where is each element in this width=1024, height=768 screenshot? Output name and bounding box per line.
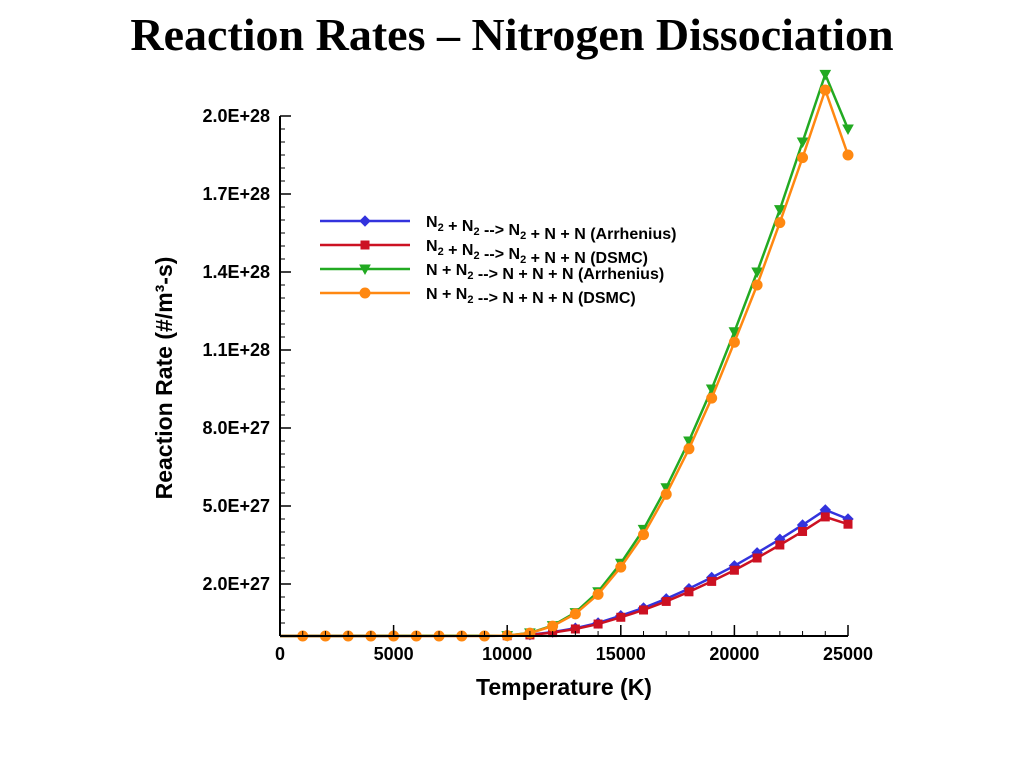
data-point [684, 587, 694, 597]
legend-label: N2 + N2 --> N2 + N + N (Arrhenius) [426, 214, 676, 243]
x-tick-label: 10000 [482, 644, 532, 664]
data-point [639, 605, 649, 615]
x-tick-label: 20000 [709, 644, 759, 664]
data-point [796, 137, 809, 149]
data-point [661, 596, 671, 606]
x-tick-label: 15000 [596, 644, 646, 664]
y-tick-label: 2.0E+28 [202, 106, 270, 126]
data-point [707, 576, 717, 586]
data-point [706, 392, 718, 404]
slide-title: Reaction Rates – Nitrogen Dissociation [130, 9, 894, 60]
data-point [547, 620, 559, 632]
legend-label: N + N2 --> N + N + N (DSMC) [426, 286, 636, 307]
y-tick-label: 5.0E+27 [202, 496, 270, 516]
series-3 [280, 84, 854, 642]
y-tick-label: 1.4E+28 [202, 262, 270, 282]
data-point [751, 267, 763, 279]
data-point [728, 336, 740, 348]
data-point [797, 152, 809, 164]
data-point [593, 619, 603, 629]
legend-marker [360, 240, 370, 250]
x-tick-label: 25000 [823, 644, 873, 664]
data-point [773, 205, 786, 216]
series-2 [279, 69, 854, 642]
legend-marker [359, 264, 371, 276]
x-axis-title: Temperature (K) [476, 674, 652, 700]
legend-label: N2 + N2 --> N2 + N + N (DSMC) [426, 238, 648, 267]
data-point [820, 512, 830, 522]
legend-item: N2 + N2 --> N2 + N + N (Arrhenius) [320, 214, 676, 243]
legend-item: N + N2 --> N + N + N (DSMC) [320, 286, 636, 307]
series-0 [279, 504, 854, 642]
y-tick-label: 8.0E+27 [202, 418, 270, 438]
x-tick-label: 5000 [374, 644, 414, 664]
data-point [819, 69, 832, 81]
series-1 [279, 512, 853, 641]
data-point [819, 84, 831, 96]
legend-label: N + N2 --> N + N + N (Arrhenius) [426, 262, 664, 283]
data-point [798, 526, 808, 536]
x-tick-label: 0 [275, 644, 285, 664]
legend-item: N + N2 --> N + N + N (Arrhenius) [320, 262, 664, 283]
data-point [843, 519, 853, 529]
data-point [842, 149, 854, 161]
data-point [728, 327, 741, 338]
data-point [774, 217, 786, 229]
data-point [638, 529, 650, 541]
y-tick-label: 1.7E+28 [202, 184, 270, 204]
y-axis-title: Reaction Rate (#/m³-s) [151, 257, 177, 500]
data-point [842, 124, 854, 136]
data-point [751, 279, 763, 291]
legend-marker [359, 287, 371, 299]
series-line [279, 70, 850, 638]
axes: 2.0E+27 5.0E+27 8.0E+27 1.1E+28 1.4E+28 1.7E+… [202, 106, 873, 664]
legend-marker [359, 215, 371, 227]
data-point [729, 565, 739, 575]
y-tick-label: 2.0E+27 [202, 574, 270, 594]
data-point [752, 553, 762, 563]
legend: N2 + N2 --> N2 + N + N (Arrhenius)N2 + N… [320, 214, 676, 307]
data-point [683, 443, 695, 455]
plot-area [279, 69, 854, 642]
data-point [775, 540, 785, 550]
data-point [592, 588, 604, 600]
y-tick-label: 1.1E+28 [202, 340, 270, 360]
series-line [279, 508, 849, 638]
data-point [616, 612, 626, 622]
data-point [660, 488, 672, 500]
legend-item: N2 + N2 --> N2 + N + N (DSMC) [320, 238, 648, 267]
data-point [615, 561, 627, 573]
data-point [569, 608, 581, 620]
